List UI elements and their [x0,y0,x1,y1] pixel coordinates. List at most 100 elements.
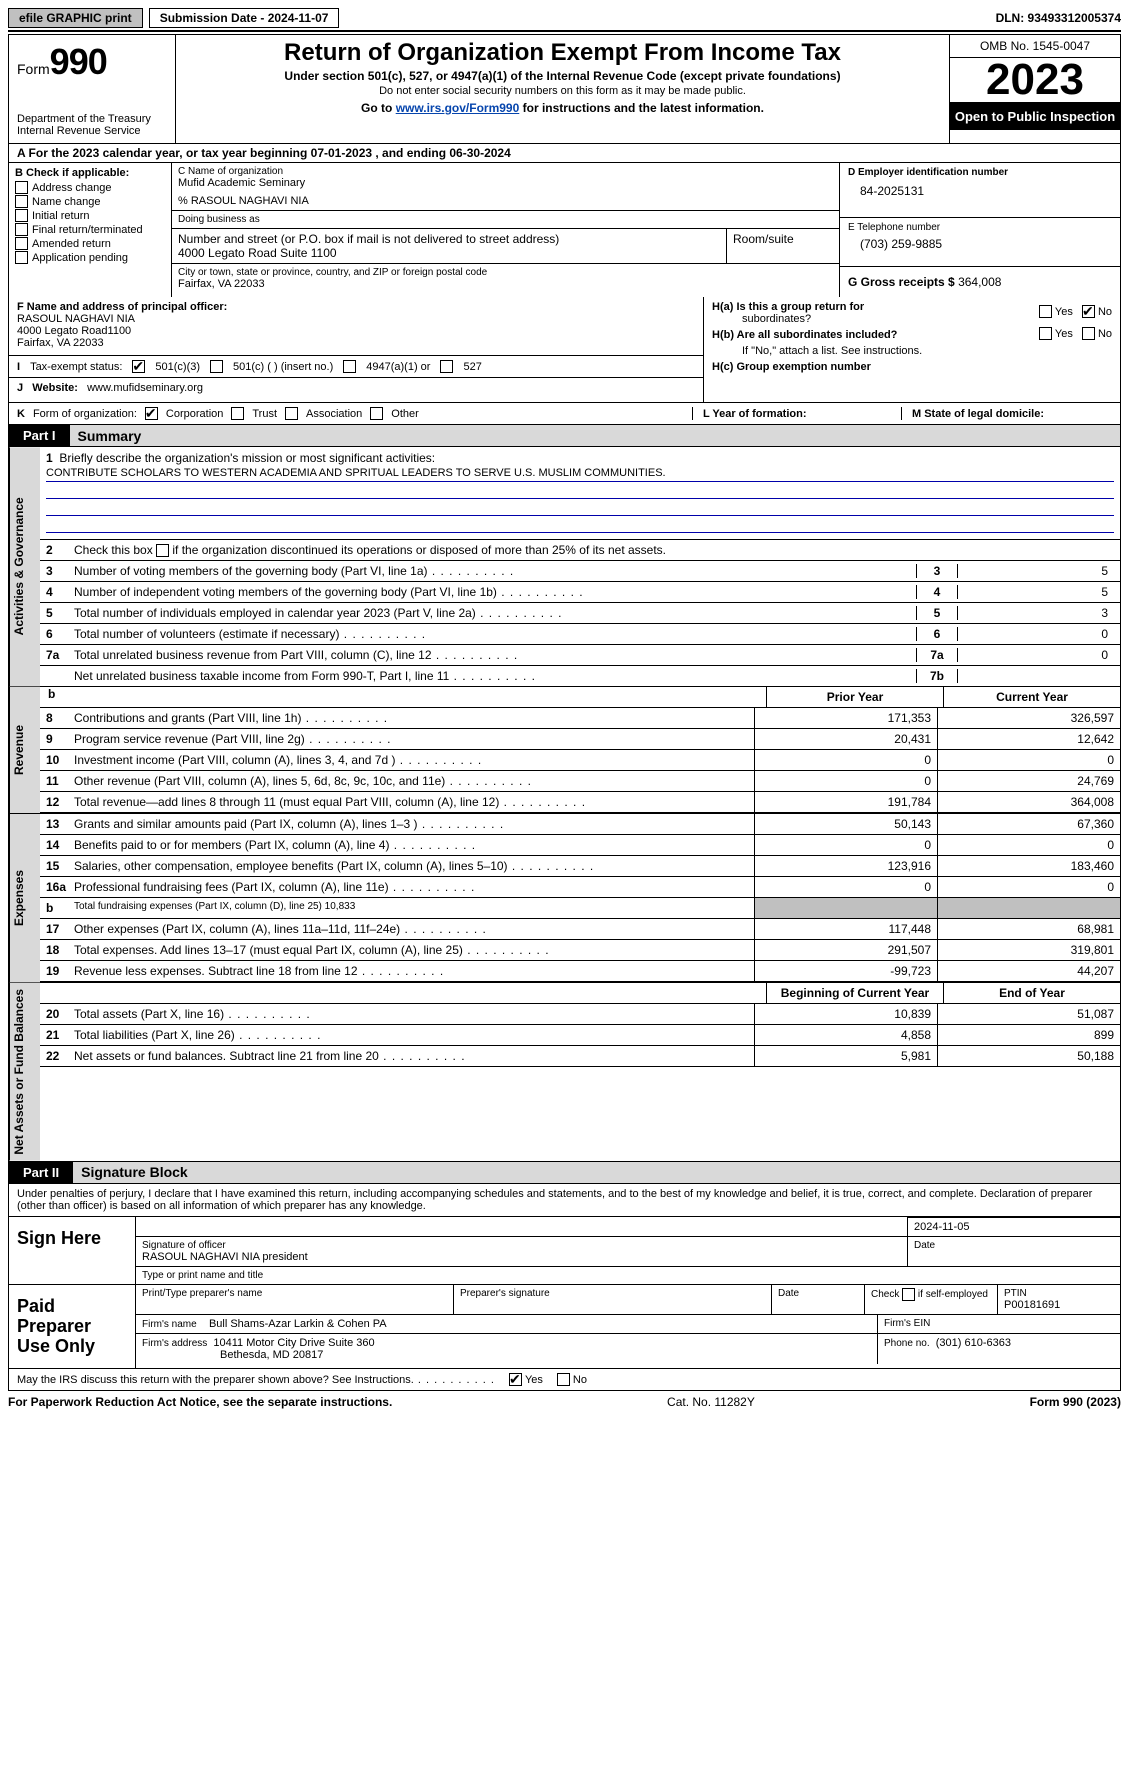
ptin: P00181691 [1004,1299,1114,1311]
net-header: Beginning of Current Year End of Year [40,983,1120,1004]
chk-trust[interactable] [231,407,244,420]
h-c-exemption: H(c) Group exemption number [712,361,1112,373]
part-i-header: Part I Summary [8,425,1121,447]
net-line-20: 20Total assets (Part X, line 16)10,83951… [40,1004,1120,1025]
box-m-state: M State of legal domicile: [901,407,1112,420]
tax-year: 2023 [950,58,1120,103]
box-d-ein: D Employer identification number 84-2025… [840,163,1120,218]
discuss-no[interactable] [557,1373,570,1386]
ha-no[interactable] [1082,305,1095,318]
line-2: 2 Check this box if the organization dis… [40,540,1120,561]
box-c-room: Room/suite [726,229,839,263]
chk-final-return[interactable] [15,223,28,236]
hb-yes[interactable] [1039,327,1052,340]
chk-self-employed[interactable] [902,1288,915,1301]
open-to-public: Open to Public Inspection [950,103,1120,130]
firm-name: Bull Shams-Azar Larkin & Cohen PA [209,1318,387,1330]
h-b-subordinates: H(b) Are all subordinates included? Yes … [712,327,1112,343]
revenue-header: b Prior Year Current Year [40,687,1120,708]
vtab-expenses: Expenses [9,814,40,982]
expense-line-14: 14Benefits paid to or for members (Part … [40,835,1120,856]
box-c-dba: Doing business as [172,211,839,229]
h-b-note: If "No," attach a list. See instructions… [712,345,1112,357]
chk-assoc[interactable] [285,407,298,420]
chk-amended[interactable] [15,237,28,250]
sign-date: 2024-11-05 [908,1217,1120,1236]
expense-line-13: 13Grants and similar amounts paid (Part … [40,814,1120,835]
expense-line-16a: 16aProfessional fundraising fees (Part I… [40,877,1120,898]
instructions-link-row: Go to www.irs.gov/Form990 for instructio… [184,101,941,115]
paid-preparer-block: Paid Preparer Use Only Print/Type prepar… [8,1285,1121,1369]
dln: DLN: 93493312005374 [996,11,1121,25]
box-f-officer: F Name and address of principal officer:… [17,301,695,349]
gov-line-6: 6Total number of volunteers (estimate if… [40,624,1120,645]
net-line-21: 21Total liabilities (Part X, line 26)4,8… [40,1025,1120,1046]
chk-corp[interactable] [145,407,158,420]
vtab-governance: Activities & Governance [9,447,40,686]
officer-name: RASOUL NAGHAVI NIA president [142,1251,901,1263]
discuss-row: May the IRS discuss this return with the… [8,1369,1121,1391]
revenue-line-8: 8Contributions and grants (Part VIII, li… [40,708,1120,729]
firm-addr2: Bethesda, MD 20817 [142,1349,323,1361]
form-header: Form990 Department of the Treasury Inter… [8,34,1121,144]
row-a-tax-year: A For the 2023 calendar year, or tax yea… [8,144,1121,163]
discuss-yes[interactable] [509,1373,522,1386]
box-e-phone: E Telephone number (703) 259-9885 [840,218,1120,267]
gov-line-3: 3Number of voting members of the governi… [40,561,1120,582]
expense-line-b: bTotal fundraising expenses (Part IX, co… [40,898,1120,919]
section-revenue: Revenue b Prior Year Current Year 8Contr… [8,687,1121,814]
gov-line-7a: 7aTotal unrelated business revenue from … [40,645,1120,666]
chk-501c[interactable] [210,360,223,373]
form-number: Form990 [17,41,167,83]
chk-4947[interactable] [343,360,356,373]
row-k-form-org: K Form of organization: Corporation Trus… [8,403,1121,425]
expense-line-19: 19Revenue less expenses. Subtract line 1… [40,961,1120,982]
efile-button[interactable]: efile GRAPHIC print [8,8,143,28]
chk-name-change[interactable] [15,195,28,208]
form-subtitle: Under section 501(c), 527, or 4947(a)(1)… [184,69,941,83]
box-c-address: Number and street (or P.O. box if mail i… [172,229,726,263]
section-net-assets: Net Assets or Fund Balances Beginning of… [8,983,1121,1162]
page-footer: For Paperwork Reduction Act Notice, see … [8,1391,1121,1413]
form-title: Return of Organization Exempt From Incom… [184,39,941,67]
firm-addr1: 10411 Motor City Drive Suite 360 [213,1337,374,1349]
chk-other[interactable] [370,407,383,420]
mission-text: CONTRIBUTE SCHOLARS TO WESTERN ACADEMIA … [46,467,1114,482]
chk-527[interactable] [440,360,453,373]
top-bar: efile GRAPHIC print Submission Date - 20… [8,8,1121,32]
box-l-year: L Year of formation: [692,407,893,420]
chk-501c3[interactable] [132,360,145,373]
row-j-website: J Website: www.mufidseminary.org [9,377,703,398]
chk-app-pending[interactable] [15,251,28,264]
chk-initial-return[interactable] [15,209,28,222]
submission-date: Submission Date - 2024-11-07 [149,8,340,28]
revenue-line-12: 12Total revenue—add lines 8 through 11 (… [40,792,1120,813]
chk-discontinued[interactable] [156,544,169,557]
ssn-note: Do not enter social security numbers on … [184,85,941,97]
section-expenses: Expenses 13Grants and similar amounts pa… [8,814,1121,983]
vtab-revenue: Revenue [9,687,40,813]
part-ii-header: Part II Signature Block [8,1162,1121,1184]
section-f-h: F Name and address of principal officer:… [8,297,1121,403]
ha-yes[interactable] [1039,305,1052,318]
org-info-grid: B Check if applicable: Address change Na… [8,163,1121,297]
box-c-city: City or town, state or province, country… [172,264,839,293]
net-line-22: 22Net assets or fund balances. Subtract … [40,1046,1120,1067]
chk-address-change[interactable] [15,181,28,194]
form990-link[interactable]: www.irs.gov/Form990 [396,101,520,115]
expense-line-18: 18Total expenses. Add lines 13–17 (must … [40,940,1120,961]
revenue-line-11: 11Other revenue (Part VIII, column (A), … [40,771,1120,792]
box-g-receipts: G Gross receipts $ 364,008 [840,267,1120,297]
dept-treasury: Department of the Treasury [17,113,167,125]
h-a-group-return: H(a) Is this a group return for subordin… [712,301,1112,325]
hb-no[interactable] [1082,327,1095,340]
sign-here-block: Sign Here 2024-11-05 Signature of office… [8,1217,1121,1285]
gov-line-7b: Net unrelated business taxable income fr… [40,666,1120,686]
expense-line-17: 17Other expenses (Part IX, column (A), l… [40,919,1120,940]
firm-phone: (301) 610-6363 [936,1337,1011,1349]
irs-label: Internal Revenue Service [17,125,167,137]
vtab-net: Net Assets or Fund Balances [9,983,40,1161]
gov-line-4: 4Number of independent voting members of… [40,582,1120,603]
revenue-line-9: 9Program service revenue (Part VIII, lin… [40,729,1120,750]
row-i-tax-status: I Tax-exempt status: 501(c)(3) 501(c) ( … [9,355,703,377]
